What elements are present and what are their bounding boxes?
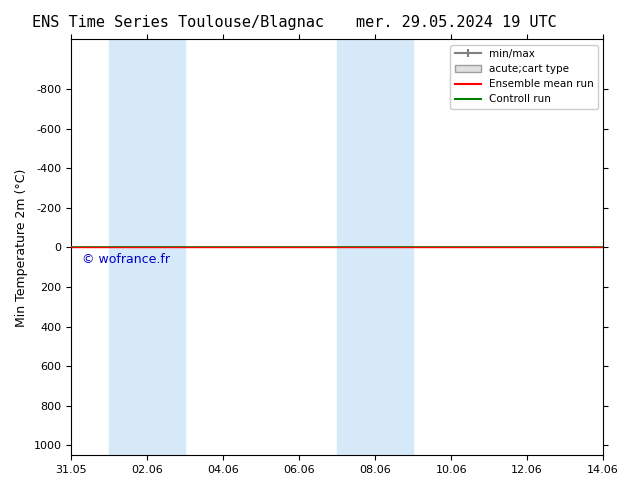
Bar bbox=[109, 40, 185, 455]
Text: ENS Time Series Toulouse/Blagnac: ENS Time Series Toulouse/Blagnac bbox=[32, 15, 323, 30]
Y-axis label: Min Temperature 2m (°C): Min Temperature 2m (°C) bbox=[15, 168, 28, 326]
Text: mer. 29.05.2024 19 UTC: mer. 29.05.2024 19 UTC bbox=[356, 15, 557, 30]
Text: © wofrance.fr: © wofrance.fr bbox=[82, 253, 170, 266]
Legend: min/max, acute;cart type, Ensemble mean run, Controll run: min/max, acute;cart type, Ensemble mean … bbox=[451, 45, 598, 109]
Bar bbox=[337, 40, 413, 455]
